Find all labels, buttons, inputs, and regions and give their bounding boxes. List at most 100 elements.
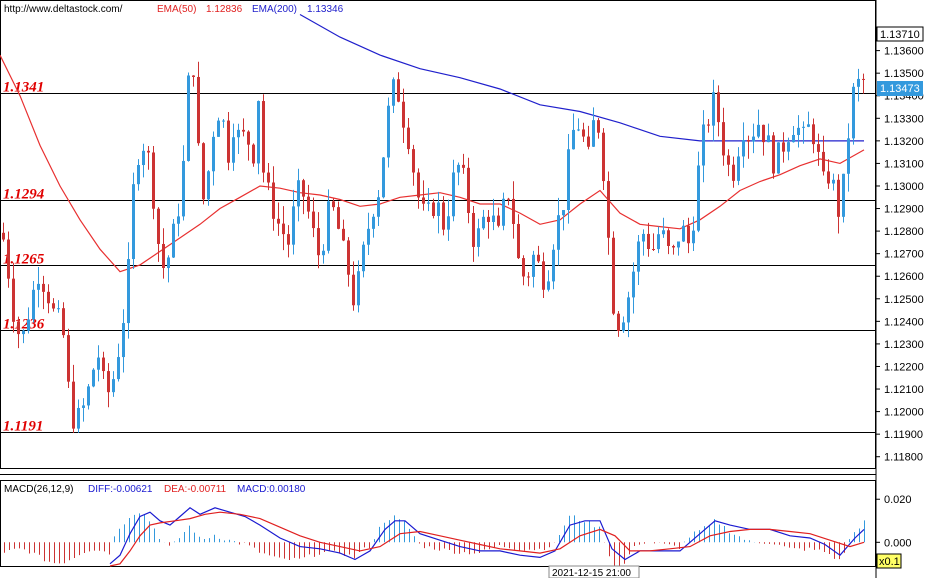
candle-body bbox=[442, 202, 445, 230]
candle-body bbox=[517, 223, 520, 259]
price-tick-label: 1.13100 bbox=[884, 158, 924, 170]
candle-body bbox=[237, 129, 240, 138]
source-url[interactable]: http://www.deltastock.com/ bbox=[4, 4, 123, 15]
candle-body bbox=[2, 232, 5, 240]
macd-dea: DEA:-0.00711 bbox=[164, 484, 227, 495]
candle-body bbox=[687, 225, 690, 244]
candle-body bbox=[297, 180, 300, 207]
candle-body bbox=[77, 407, 80, 429]
candle-body bbox=[612, 237, 615, 314]
candle-body bbox=[752, 136, 755, 142]
top-price-label: 1.13710 bbox=[880, 29, 920, 41]
candle-body bbox=[87, 386, 90, 406]
candle-body bbox=[717, 92, 720, 123]
current-price-label: 1.13473 bbox=[880, 83, 920, 95]
candle-body bbox=[172, 223, 175, 258]
candle-body bbox=[862, 78, 865, 80]
candle-body bbox=[242, 129, 245, 132]
candle-body bbox=[847, 138, 850, 174]
candle-body bbox=[67, 335, 70, 382]
zoom-label[interactable]: x0.1 bbox=[879, 556, 900, 568]
candle-body bbox=[17, 321, 20, 335]
candle-body bbox=[347, 240, 350, 275]
candle-body bbox=[637, 241, 640, 272]
candle-body bbox=[217, 120, 220, 137]
candle-body bbox=[702, 124, 705, 166]
candle-body bbox=[302, 180, 305, 197]
candle-body bbox=[392, 79, 395, 106]
candle-body bbox=[287, 234, 290, 245]
candle-body bbox=[207, 171, 210, 200]
price-tick-label: 1.12900 bbox=[884, 204, 924, 216]
candle-body bbox=[602, 132, 605, 182]
candle-body bbox=[622, 322, 625, 331]
candle-body bbox=[377, 197, 380, 217]
macd-diff: DIFF:-0.00621 bbox=[88, 484, 153, 495]
ema50-line bbox=[0, 54, 865, 273]
candle-body bbox=[527, 276, 530, 278]
candle-body bbox=[447, 216, 450, 230]
candle-body bbox=[747, 140, 750, 142]
candle-body bbox=[132, 184, 135, 260]
candle-body bbox=[652, 249, 655, 251]
candle-body bbox=[737, 156, 740, 181]
candle-body bbox=[137, 165, 140, 185]
candle-body bbox=[632, 271, 635, 298]
candle-body bbox=[777, 142, 780, 174]
candle-body bbox=[277, 218, 280, 224]
candle-body bbox=[462, 164, 465, 168]
price-tick-label: 1.13200 bbox=[884, 136, 924, 148]
candle-body bbox=[682, 225, 685, 242]
candle-body bbox=[247, 131, 250, 145]
candle-body bbox=[842, 173, 845, 217]
macd-tick-label: 0.020 bbox=[884, 494, 912, 506]
candle-body bbox=[827, 171, 830, 184]
candle-body bbox=[397, 79, 400, 102]
candle-body bbox=[422, 197, 425, 204]
candle-body bbox=[507, 198, 510, 200]
candle-body bbox=[802, 126, 805, 128]
candle-body bbox=[222, 120, 225, 122]
candle-body bbox=[32, 289, 35, 320]
price-tick-label: 1.12700 bbox=[884, 249, 924, 261]
candle-body bbox=[832, 179, 835, 184]
candle-body bbox=[162, 243, 165, 269]
candle-body bbox=[837, 179, 840, 217]
level-label: 1.1341 bbox=[3, 80, 44, 96]
candle-body bbox=[357, 271, 360, 306]
candle-body bbox=[677, 241, 680, 248]
candle-body bbox=[337, 207, 340, 229]
candle-body bbox=[722, 122, 725, 156]
price-tick-label: 1.11800 bbox=[884, 452, 923, 464]
candle-body bbox=[227, 120, 230, 163]
price-tick-label: 1.13300 bbox=[884, 113, 924, 125]
candle-body bbox=[822, 151, 825, 172]
candle-body bbox=[542, 261, 545, 290]
candle-body bbox=[372, 216, 375, 229]
candle-body bbox=[817, 144, 820, 152]
candle-body bbox=[412, 149, 415, 173]
candle-body bbox=[47, 291, 50, 304]
candlesticks bbox=[2, 61, 865, 433]
candle-body bbox=[742, 140, 745, 157]
datetime-box bbox=[548, 565, 640, 578]
candle-body bbox=[102, 357, 105, 372]
price-tick-label: 1.12800 bbox=[884, 226, 924, 238]
candle-body bbox=[732, 164, 735, 181]
price-tick-label: 1.13000 bbox=[884, 181, 924, 193]
price-tick-label: 1.13500 bbox=[884, 68, 924, 80]
candle-body bbox=[707, 124, 710, 126]
price-tick-label: 1.12400 bbox=[884, 316, 924, 328]
zoom-box[interactable] bbox=[876, 553, 902, 569]
candle-body bbox=[642, 233, 645, 242]
candle-body bbox=[852, 86, 855, 139]
candle-body bbox=[647, 233, 650, 250]
candle-body bbox=[587, 136, 590, 147]
candle-body bbox=[322, 250, 325, 256]
candle-body bbox=[307, 196, 310, 212]
macd-dea-line bbox=[109, 511, 865, 567]
candle-body bbox=[532, 254, 535, 277]
